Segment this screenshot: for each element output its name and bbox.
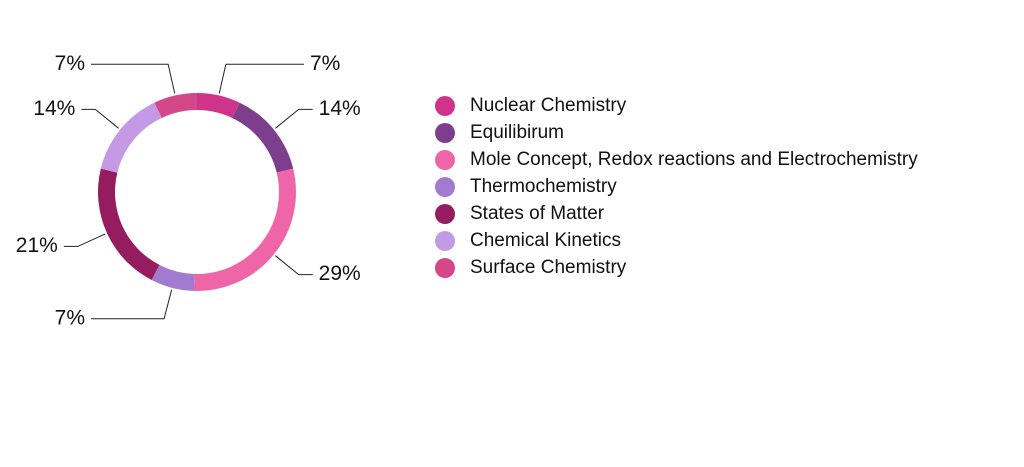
donut-segment	[98, 168, 160, 280]
legend-label: States of Matter	[470, 203, 605, 224]
data-label: 21%	[16, 234, 58, 257]
data-label: 7%	[310, 52, 340, 75]
legend-marker	[435, 150, 455, 170]
legend-label: Mole Concept, Redox reactions and Electr…	[470, 149, 918, 170]
leader-line	[218, 63, 304, 94]
legend-label: Nuclear Chemistry	[470, 95, 627, 116]
legend-marker	[435, 204, 455, 224]
data-label: 7%	[55, 306, 85, 329]
legend-marker	[435, 177, 455, 197]
leader-line	[91, 289, 173, 320]
leader-line	[275, 108, 313, 129]
legend-marker	[435, 258, 455, 278]
data-label: 7%	[55, 52, 85, 75]
legend-label: Chemical Kinetics	[470, 230, 621, 251]
legend-label: Thermochemistry	[470, 176, 617, 197]
leader-line	[81, 108, 119, 129]
data-label: 14%	[319, 97, 361, 120]
data-label: 14%	[33, 97, 75, 120]
donut-segment	[193, 168, 296, 292]
leader-line	[275, 255, 313, 276]
leader-line	[91, 63, 176, 94]
legend-label: Equilibirum	[470, 122, 564, 143]
donut-segment	[232, 102, 294, 173]
leader-line	[63, 233, 106, 247]
donut-segment	[100, 102, 162, 173]
legend-marker	[435, 96, 455, 116]
donut-segment	[154, 93, 197, 118]
legend-marker	[435, 123, 455, 143]
donut-segment	[197, 93, 240, 118]
donut-segment	[151, 264, 195, 291]
data-label: 29%	[319, 262, 361, 285]
legend-label: Surface Chemistry	[470, 257, 627, 278]
legend-marker	[435, 231, 455, 251]
